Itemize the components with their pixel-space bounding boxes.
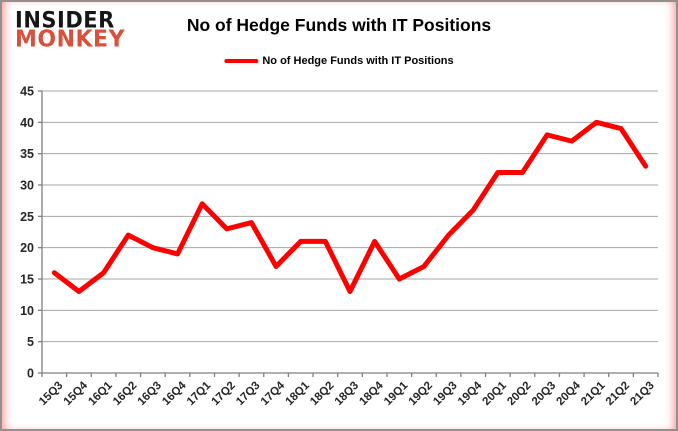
chart-title: No of Hedge Funds with IT Positions <box>186 15 492 35</box>
x-tick-label: 19Q1 <box>382 379 411 408</box>
logo-line1: INSIDER <box>15 7 115 33</box>
y-tick-label: 40 <box>20 116 34 130</box>
y-tick-label: 25 <box>20 210 34 224</box>
x-tick-label: 16Q3 <box>136 380 164 408</box>
y-tick-label: 15 <box>20 273 34 287</box>
insider-monkey-logo: INSIDER MONKEY <box>15 7 126 53</box>
x-tick-label: 19Q4 <box>456 379 485 408</box>
x-tick-label: 20Q1 <box>481 379 510 408</box>
x-tick-label: 21Q1 <box>579 379 608 408</box>
x-tick-label: 17Q1 <box>185 379 214 408</box>
x-tick-label: 18Q2 <box>308 380 336 408</box>
x-tick-label: 16Q2 <box>111 380 139 408</box>
x-tick-label: 20Q2 <box>505 380 533 408</box>
legend: No of Hedge Funds with IT Positions <box>224 55 454 67</box>
x-tick-label: 20Q4 <box>554 379 583 408</box>
x-tick-label: 19Q3 <box>431 380 459 408</box>
logo-line2: MONKEY <box>15 26 126 53</box>
x-tick-label: 16Q4 <box>160 379 189 408</box>
x-tick-label: 16Q1 <box>86 379 115 408</box>
legend-line-swatch <box>224 59 259 63</box>
legend-label: No of Hedge Funds with IT Positions <box>262 55 454 67</box>
y-tick-label: 45 <box>20 85 34 99</box>
x-tick-label: 15Q3 <box>37 380 65 408</box>
x-tick-label: 18Q3 <box>333 380 361 408</box>
x-tick-label: 18Q4 <box>357 379 386 408</box>
y-tick-label: 0 <box>27 367 34 381</box>
x-tick-label: 21Q2 <box>604 380 632 408</box>
y-tick-label: 30 <box>20 179 34 193</box>
y-tick-label: 10 <box>20 304 34 318</box>
y-tick-label: 35 <box>20 147 34 161</box>
x-tick-label: 17Q3 <box>234 380 262 408</box>
series-line <box>51 119 649 295</box>
x-tick-label: 17Q4 <box>259 379 288 408</box>
x-tick-label: 18Q1 <box>283 379 312 408</box>
x-tick-label: 17Q2 <box>210 380 238 408</box>
y-tick-label: 20 <box>20 241 34 255</box>
x-tick-label: 15Q4 <box>62 379 91 408</box>
x-tick-label: 19Q2 <box>407 380 435 408</box>
y-tick-label: 5 <box>27 335 34 349</box>
x-tick-label: 21Q3 <box>628 380 656 408</box>
x-tick-label: 20Q3 <box>530 380 558 408</box>
